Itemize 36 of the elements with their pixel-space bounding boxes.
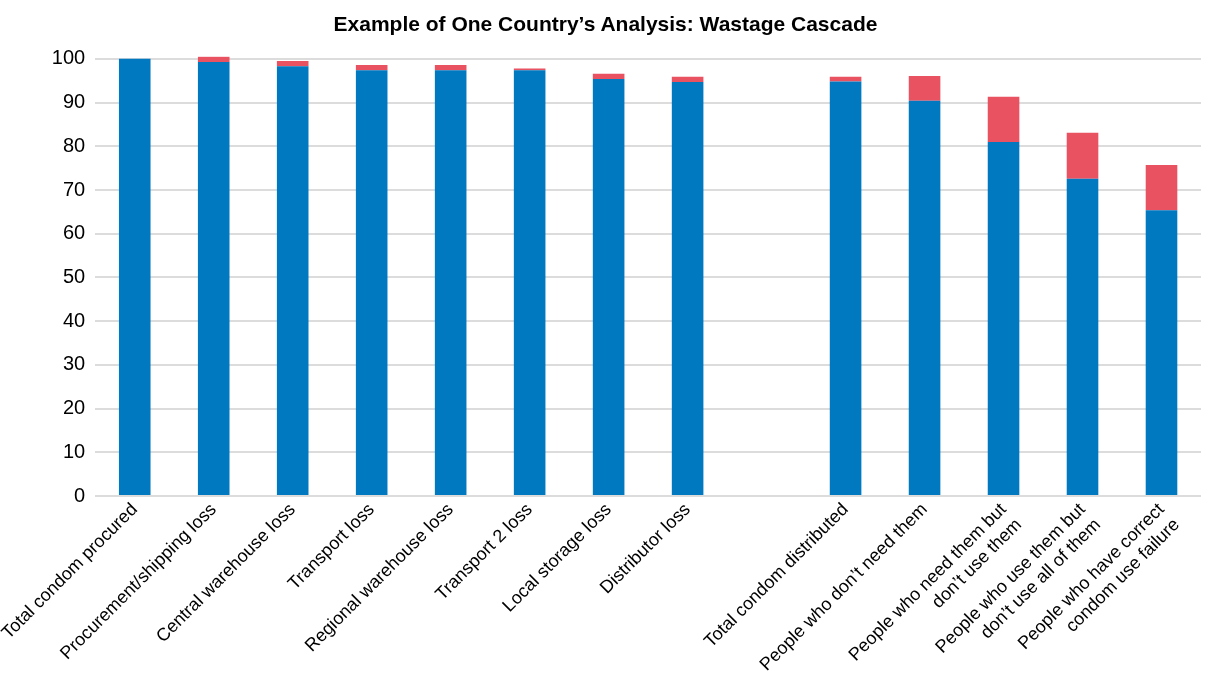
bar xyxy=(829,81,862,496)
bar xyxy=(671,82,704,496)
bar xyxy=(276,66,309,496)
bar xyxy=(908,100,941,496)
bar xyxy=(671,76,704,82)
y-tick-label: 50 xyxy=(62,264,86,287)
bar xyxy=(197,56,230,62)
chart-title: Example of One Country’s Analysis: Wastage Cascade xyxy=(333,12,878,36)
y-tick-label: 100 xyxy=(51,46,86,69)
y-tick-label: 70 xyxy=(62,177,86,200)
bar xyxy=(592,73,625,79)
y-tick-label: 0 xyxy=(74,483,86,506)
bar xyxy=(592,78,625,496)
y-tick-label: 10 xyxy=(62,439,86,462)
y-tick-label: 40 xyxy=(62,308,86,331)
bar xyxy=(1066,132,1099,179)
bar xyxy=(987,141,1020,496)
y-tick-label: 30 xyxy=(62,352,86,375)
bar xyxy=(118,58,151,496)
bar xyxy=(513,70,546,496)
bar xyxy=(1145,210,1178,496)
bar xyxy=(355,64,388,71)
y-tick-label: 20 xyxy=(62,396,86,419)
bar xyxy=(434,70,467,496)
bar xyxy=(1145,165,1178,211)
y-tick-label: 80 xyxy=(62,133,86,156)
y-tick-label: 90 xyxy=(62,90,86,113)
bar xyxy=(1066,178,1099,496)
bar xyxy=(276,61,309,67)
y-tick-label: 60 xyxy=(62,221,86,244)
bar xyxy=(434,64,467,71)
bar xyxy=(829,76,862,82)
bar xyxy=(355,70,388,496)
bar xyxy=(987,96,1020,142)
bar xyxy=(908,75,941,101)
bar xyxy=(197,61,230,496)
